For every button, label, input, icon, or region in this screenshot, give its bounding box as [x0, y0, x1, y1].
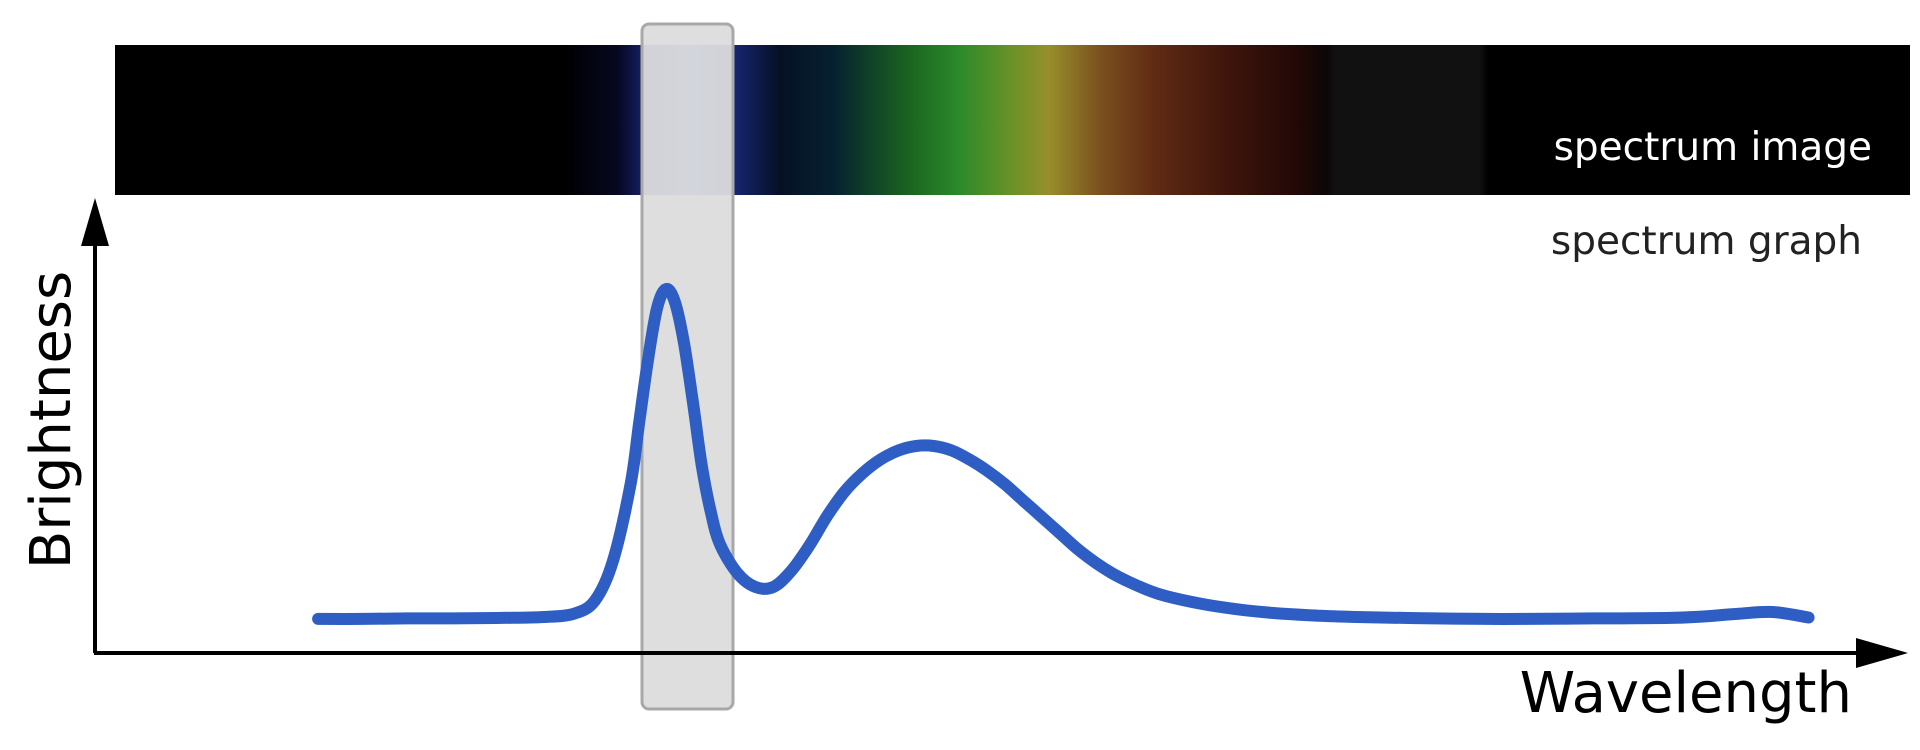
spectrum-graph-label: spectrum graph: [1551, 219, 1862, 264]
series-line: [312, 282, 1815, 625]
x-axis-label: Wavelength: [1520, 661, 1852, 726]
spectrum-image-band: [115, 45, 1910, 195]
spectrum-image-label: spectrum image: [1554, 125, 1872, 170]
y-axis-label: Brightness: [19, 271, 84, 569]
x-axis-arrowhead: [1856, 638, 1908, 668]
y-axis-arrowhead: [81, 198, 109, 246]
